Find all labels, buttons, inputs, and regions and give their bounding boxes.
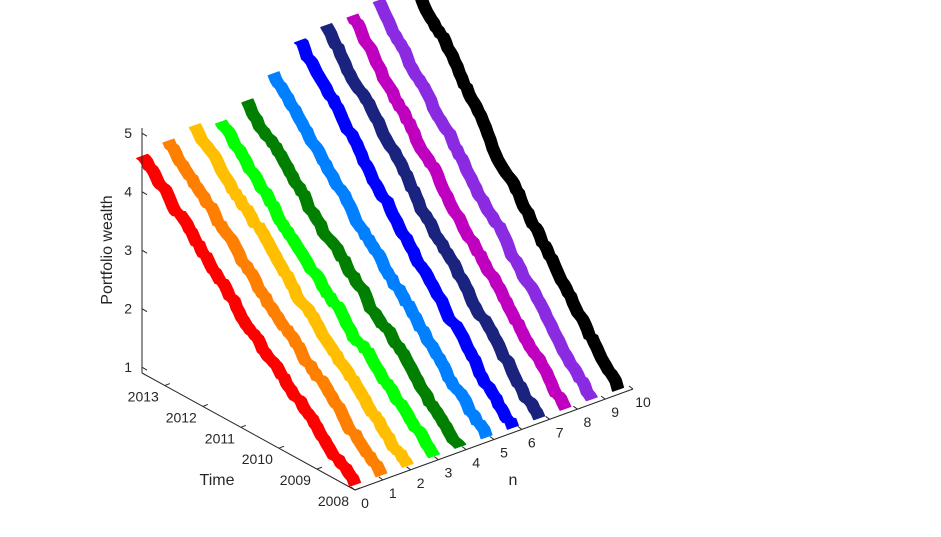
- z-tick-label: 5: [124, 125, 132, 141]
- z-tick-mark: [141, 191, 148, 196]
- x-tick-label: 4: [472, 455, 480, 471]
- z-tick-mark: [141, 366, 148, 371]
- ribbon-series-n2: [188, 123, 414, 468]
- x-tick-label: 9: [611, 404, 619, 420]
- x-tick-mark: [434, 456, 439, 461]
- x-axis-label: n: [509, 472, 518, 489]
- z-axis-label: Portfolio wealth: [99, 195, 116, 304]
- x-tick-mark: [489, 436, 495, 440]
- ribbon-series-n5: [267, 71, 493, 440]
- y-axis-label: Time: [200, 472, 235, 489]
- ribbon-series-n1: [162, 138, 388, 478]
- z-tick-label: 2: [124, 301, 132, 317]
- y-tick-label: 2013: [128, 389, 159, 405]
- y-tick-label: 2011: [205, 430, 235, 446]
- y-axis-line: [141, 372, 356, 491]
- x-tick-mark: [628, 385, 634, 390]
- x-tick-label: 6: [528, 434, 536, 450]
- z-tick-label: 4: [124, 184, 132, 200]
- ribbon-series-n7: [320, 23, 546, 421]
- ribbon-series-n0: [136, 153, 362, 487]
- x-tick-mark: [406, 466, 411, 471]
- x-tick-mark: [461, 446, 467, 451]
- z-tick-mark: [141, 132, 148, 137]
- y-tick-label: 2012: [166, 409, 197, 425]
- x-tick-mark: [350, 486, 356, 491]
- y-tick-mark: [354, 487, 361, 491]
- x-tick-label: 2: [417, 475, 425, 491]
- ribbon-series-n9: [372, 0, 598, 402]
- x-tick-label: 10: [635, 394, 651, 410]
- y-tick-mark: [278, 445, 285, 449]
- y-tick-label: 2008: [318, 493, 349, 509]
- ribbon-series-n4: [241, 98, 467, 449]
- z-tick-label: 1: [124, 359, 132, 375]
- ribbon-series-n3: [215, 119, 440, 459]
- y-tick-label: 2010: [242, 451, 273, 467]
- x-tick-mark: [573, 405, 578, 410]
- x-tick-label: 7: [556, 424, 564, 440]
- ribbons-group: [136, 0, 625, 487]
- x-tick-label: 5: [500, 445, 508, 461]
- ribbon-series-n10: [415, 0, 625, 392]
- x-tick-mark: [378, 476, 384, 481]
- y-tick-mark: [240, 424, 247, 428]
- z-tick-label: 3: [124, 242, 132, 258]
- x-tick-label: 1: [389, 485, 397, 501]
- ribbon-series-n6: [293, 38, 519, 430]
- ribbon-series-n8: [346, 13, 572, 411]
- x-tick-mark: [517, 425, 523, 430]
- x-tick-mark: [600, 395, 606, 400]
- x-tick-label: 8: [584, 414, 592, 430]
- x-tick-mark: [545, 415, 550, 420]
- y-tick-label: 2009: [280, 472, 311, 488]
- x-tick-label: 3: [445, 465, 453, 481]
- y-tick-mark: [316, 466, 323, 470]
- ticks-group: 1 2 3 4 5 2008 2009 2010 2011 2012 2013 0 1 2 3 4 5 6 7 8 91…: [124, 125, 651, 511]
- x-tick-label: 0: [361, 495, 369, 511]
- z-tick-mark: [141, 308, 148, 313]
- y-tick-mark: [164, 383, 171, 386]
- z-tick-mark: [141, 249, 148, 254]
- y-tick-mark: [202, 403, 209, 407]
